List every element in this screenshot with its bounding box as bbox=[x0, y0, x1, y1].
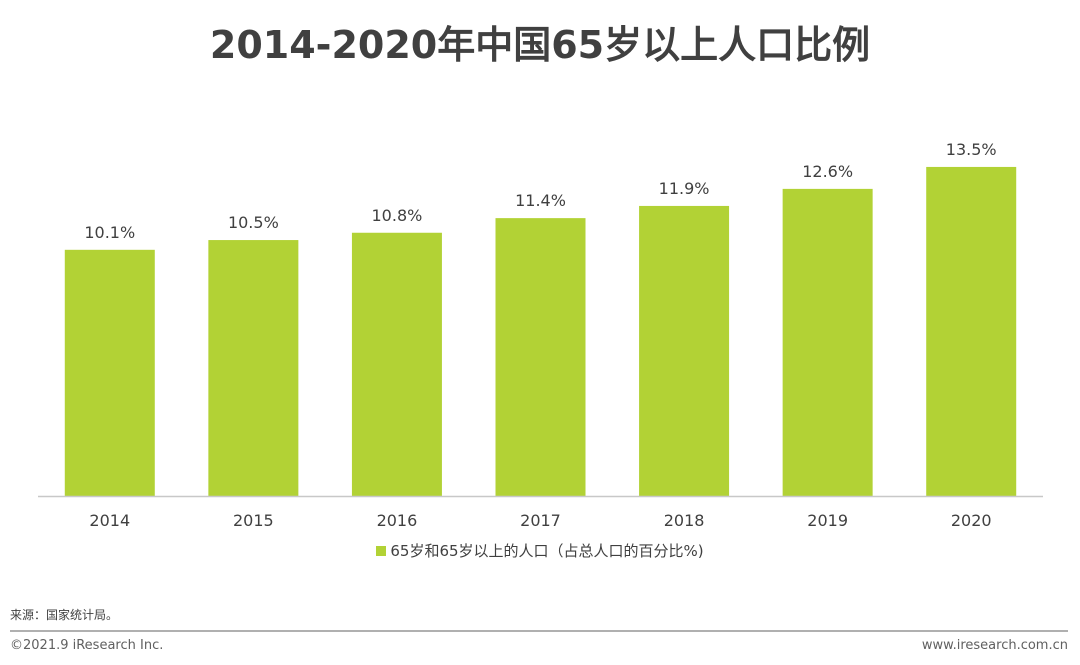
bar-2019 bbox=[782, 188, 873, 496]
copyright: ©2021.9 iResearch Inc. bbox=[10, 638, 164, 653]
data-label-2020: 13.5% bbox=[946, 140, 997, 159]
x-tick-label: 2016 bbox=[377, 511, 418, 530]
legend-swatch bbox=[376, 546, 387, 556]
bar-2015 bbox=[208, 240, 299, 496]
legend-label: 65岁和65岁以上的人口（占总人口的百分比%) bbox=[390, 542, 704, 560]
x-tick-label: 2018 bbox=[664, 511, 705, 530]
bar-2020 bbox=[926, 166, 1017, 496]
data-label-2016: 10.8% bbox=[372, 206, 423, 225]
x-tick-label: 2019 bbox=[807, 511, 848, 530]
legend: 65岁和65岁以上的人口（占总人口的百分比%) bbox=[0, 540, 1080, 561]
footer-divider bbox=[10, 630, 1068, 632]
bar-2017 bbox=[495, 218, 586, 496]
x-tick-label: 2014 bbox=[89, 511, 130, 530]
chart-title: 2014-2020年中国65岁以上人口比例 bbox=[209, 23, 871, 67]
website-link[interactable]: www.iresearch.com.cn bbox=[921, 638, 1068, 653]
bar-2014 bbox=[64, 249, 155, 496]
data-label-2014: 10.1% bbox=[84, 223, 135, 242]
data-label-2017: 11.4% bbox=[515, 191, 566, 210]
x-tick-label: 2020 bbox=[951, 511, 992, 530]
bar-2016 bbox=[351, 232, 442, 496]
bar-2018 bbox=[639, 205, 730, 496]
x-tick-label: 2017 bbox=[520, 511, 561, 530]
data-label-2018: 11.9% bbox=[659, 179, 710, 198]
data-label-2019: 12.6% bbox=[802, 162, 853, 181]
bar-chart: 10.1% 2014 10.5% 2015 10.8% 2016 11.4% 2017 11.9… bbox=[38, 140, 1043, 530]
source-note: 来源：国家统计局。 bbox=[10, 608, 119, 622]
data-label-2015: 10.5% bbox=[228, 213, 279, 232]
x-tick-label: 2015 bbox=[233, 511, 274, 530]
